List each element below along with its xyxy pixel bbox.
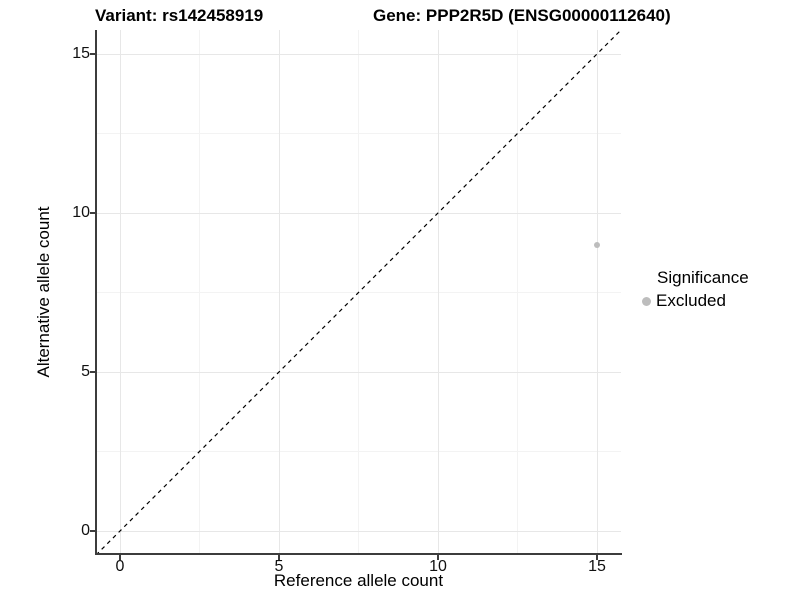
y-tick-label: 15 <box>72 45 90 62</box>
legend-item-excluded: Excluded <box>640 291 749 311</box>
x-tick-mark <box>596 555 598 560</box>
legend-dot-excluded <box>642 296 651 306</box>
gridline-minor-h <box>96 451 621 452</box>
gridline-major-h <box>96 531 621 532</box>
gridline-major-v <box>597 30 598 555</box>
gridline-major-v <box>120 30 121 555</box>
gridline-major-h <box>96 213 621 214</box>
x-tick-label: 0 <box>115 558 125 575</box>
y-tick-mark <box>90 212 95 214</box>
x-tick-label: 15 <box>588 558 606 575</box>
gridline-major-h <box>96 54 621 55</box>
x-tick-mark <box>437 555 439 560</box>
x-tick-label: 5 <box>274 558 284 575</box>
legend: Significance Excluded <box>640 268 749 311</box>
legend-title: Significance <box>657 268 749 287</box>
x-tick-mark <box>119 555 121 560</box>
identity-dashed-line <box>96 30 621 555</box>
y-tick-label: 5 <box>81 363 90 380</box>
plot-title-variant: Variant: rs142458919 <box>95 6 264 25</box>
x-tick-mark <box>278 555 280 560</box>
y-tick-mark <box>90 371 95 373</box>
gridline-major-h <box>96 372 621 373</box>
gridline-minor-h <box>96 133 621 134</box>
plot-panel <box>96 30 621 555</box>
y-axis-title: Alternative allele count <box>34 206 53 378</box>
x-tick-label: 10 <box>429 558 447 575</box>
plot-title-gene: Gene: PPP2R5D (ENSG00000112640) <box>373 6 671 25</box>
y-tick-label: 0 <box>81 522 90 539</box>
gridline-major-v <box>438 30 439 555</box>
y-tick-mark <box>90 53 95 55</box>
legend-item-label: Excluded <box>656 291 726 310</box>
y-tick-mark <box>90 530 95 532</box>
x-axis-title: Reference allele count <box>273 571 444 590</box>
y-tick-label: 10 <box>72 204 90 221</box>
gridline-major-v <box>279 30 280 555</box>
data-point-excluded <box>594 241 600 248</box>
x-axis-line <box>95 553 622 555</box>
y-axis-line <box>95 30 97 555</box>
